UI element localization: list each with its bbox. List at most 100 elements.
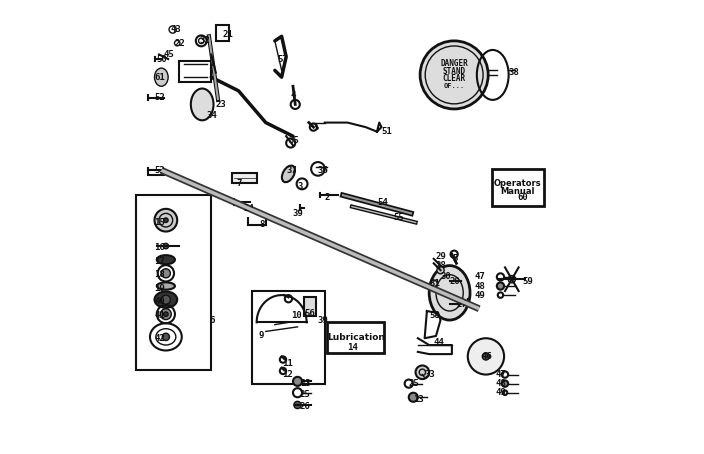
Text: 32: 32: [200, 36, 210, 45]
FancyBboxPatch shape: [327, 322, 384, 353]
Text: 11: 11: [282, 359, 292, 368]
Text: 3: 3: [298, 182, 303, 191]
Text: 5: 5: [452, 254, 458, 263]
Text: 49: 49: [495, 388, 505, 397]
Circle shape: [482, 353, 489, 360]
Text: 13: 13: [300, 379, 310, 388]
Text: 40: 40: [154, 297, 165, 306]
Text: 48: 48: [474, 281, 485, 291]
Text: 46: 46: [482, 352, 492, 361]
Text: 57: 57: [277, 54, 288, 64]
Text: 43: 43: [170, 25, 181, 34]
Text: 59: 59: [522, 277, 533, 286]
Text: 15: 15: [154, 218, 165, 227]
Circle shape: [420, 41, 488, 109]
Text: 31: 31: [429, 279, 440, 288]
Text: 19: 19: [154, 284, 165, 293]
Text: 5: 5: [313, 123, 319, 132]
Circle shape: [162, 333, 170, 340]
Text: 30: 30: [441, 272, 451, 281]
Text: 51: 51: [382, 127, 392, 136]
Text: 47: 47: [495, 370, 505, 379]
Text: 58: 58: [429, 311, 440, 320]
Text: 47: 47: [474, 272, 485, 281]
Circle shape: [163, 218, 168, 222]
Text: 55: 55: [393, 213, 403, 222]
Text: 26: 26: [300, 402, 310, 411]
Circle shape: [163, 243, 168, 249]
Ellipse shape: [282, 166, 295, 182]
Circle shape: [415, 365, 429, 379]
Circle shape: [467, 338, 504, 375]
Circle shape: [502, 380, 508, 387]
Text: 18: 18: [154, 270, 165, 279]
Text: 53: 53: [154, 166, 165, 175]
Text: Operators: Operators: [494, 179, 542, 188]
Ellipse shape: [157, 282, 175, 290]
Text: 54: 54: [377, 197, 388, 207]
Text: 60: 60: [517, 193, 529, 202]
FancyBboxPatch shape: [304, 297, 315, 316]
Text: 2: 2: [325, 193, 330, 202]
Text: 9: 9: [259, 331, 264, 340]
Text: 7: 7: [237, 179, 241, 188]
Text: 42: 42: [154, 334, 165, 343]
Ellipse shape: [157, 255, 175, 264]
Text: 20: 20: [450, 277, 460, 286]
Text: 8: 8: [259, 220, 264, 229]
Ellipse shape: [154, 68, 168, 86]
Text: 34: 34: [207, 111, 218, 120]
Text: 13: 13: [413, 395, 424, 404]
Text: 1: 1: [209, 59, 214, 68]
Text: CLEAR: CLEAR: [443, 74, 466, 83]
FancyBboxPatch shape: [492, 169, 544, 206]
Text: 52: 52: [154, 93, 165, 102]
Text: 14: 14: [348, 343, 358, 352]
Text: 23: 23: [216, 100, 227, 109]
Text: 39: 39: [293, 209, 303, 218]
Circle shape: [294, 401, 301, 409]
Text: 4: 4: [291, 91, 296, 100]
Text: 41: 41: [154, 311, 165, 320]
Text: 12: 12: [282, 370, 292, 379]
Text: 21: 21: [222, 30, 233, 39]
Text: 48: 48: [495, 379, 505, 388]
Text: OF...: OF...: [444, 83, 465, 89]
Text: 45: 45: [163, 50, 175, 59]
FancyBboxPatch shape: [232, 173, 257, 183]
Circle shape: [161, 295, 170, 304]
Circle shape: [293, 377, 302, 386]
Text: 36: 36: [318, 166, 329, 175]
Circle shape: [161, 309, 171, 320]
Text: DANGER: DANGER: [440, 59, 468, 68]
Text: 27: 27: [456, 300, 467, 309]
Text: 24: 24: [243, 204, 253, 213]
Text: 6: 6: [209, 316, 214, 325]
Text: 37: 37: [286, 166, 297, 175]
Ellipse shape: [191, 89, 213, 120]
Text: Manual: Manual: [501, 187, 535, 196]
Ellipse shape: [429, 266, 470, 320]
Circle shape: [437, 266, 444, 274]
Text: 33: 33: [425, 370, 435, 379]
Circle shape: [497, 282, 504, 290]
Text: 39: 39: [318, 316, 329, 325]
Ellipse shape: [154, 291, 177, 308]
Text: 25: 25: [409, 379, 420, 388]
Text: 17: 17: [154, 257, 165, 266]
Text: 61: 61: [154, 73, 165, 82]
Text: 25: 25: [300, 390, 310, 400]
Text: 38: 38: [508, 68, 520, 77]
Circle shape: [161, 269, 170, 278]
Text: 28: 28: [436, 261, 447, 270]
Circle shape: [409, 393, 418, 402]
Text: Lubrication: Lubrication: [327, 333, 384, 342]
Circle shape: [508, 276, 515, 283]
Circle shape: [163, 312, 168, 316]
Text: 22: 22: [175, 39, 186, 48]
Text: 49: 49: [474, 291, 485, 300]
Text: 10: 10: [291, 311, 301, 320]
Text: 50: 50: [157, 54, 168, 64]
Text: 16: 16: [154, 243, 165, 252]
Text: 44: 44: [434, 338, 444, 347]
